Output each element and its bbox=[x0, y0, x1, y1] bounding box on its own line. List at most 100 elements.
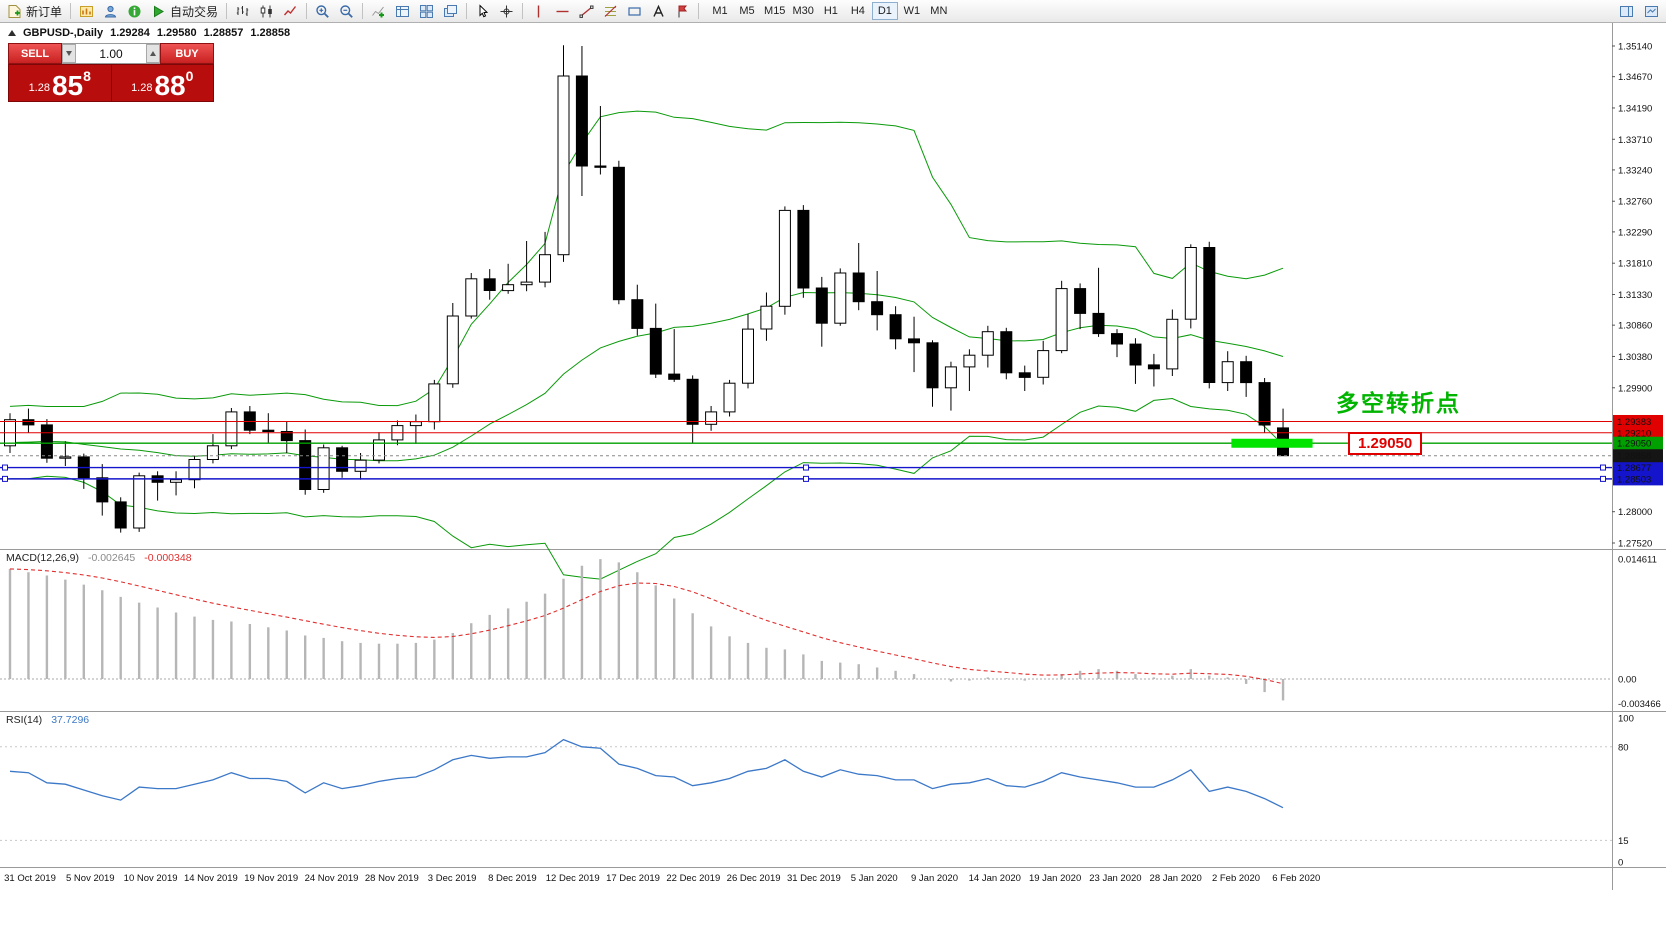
svg-text:1.32290: 1.32290 bbox=[1618, 227, 1652, 238]
timeframe-button-m30[interactable]: M30 bbox=[789, 2, 816, 20]
bid-pip: 8 bbox=[83, 68, 91, 84]
horizontal-line-icon bbox=[556, 10, 569, 12]
triangle-down-icon bbox=[66, 51, 72, 56]
svg-text:1.32760: 1.32760 bbox=[1618, 197, 1652, 208]
volume-up-button[interactable] bbox=[146, 44, 160, 63]
community-button[interactable] bbox=[123, 1, 146, 21]
ask-pip: 0 bbox=[185, 68, 194, 84]
cursor-button[interactable] bbox=[471, 1, 494, 21]
price-axis[interactable]: 1.35140 1.34670 1.34190 1.33710 1.33240 1.327… bbox=[1612, 42, 1652, 550]
svg-text:22 Dec 2019: 22 Dec 2019 bbox=[666, 873, 720, 884]
svg-text:1.29210: 1.29210 bbox=[1617, 428, 1651, 439]
svg-text:1.33240: 1.33240 bbox=[1618, 165, 1652, 176]
svg-text:1.30860: 1.30860 bbox=[1618, 321, 1652, 332]
toolbar-separator bbox=[466, 3, 468, 19]
svg-text:1.31330: 1.31330 bbox=[1618, 290, 1652, 301]
svg-text:1.27520: 1.27520 bbox=[1618, 539, 1652, 550]
svg-text:28 Jan 2020: 28 Jan 2020 bbox=[1150, 873, 1202, 884]
trendline-button[interactable] bbox=[575, 1, 598, 21]
rsi-indicator-label: RSI(14) 37.7296 bbox=[6, 714, 89, 726]
timeframe-button-d1[interactable]: D1 bbox=[871, 2, 898, 20]
date-axis[interactable]: 31 Oct 2019 5 Nov 2019 10 Nov 2019 14 Nov 2… bbox=[4, 873, 1320, 884]
shapes-button[interactable] bbox=[623, 1, 646, 21]
window-arrange-button[interactable] bbox=[1640, 1, 1663, 21]
arrow-label-button[interactable] bbox=[671, 1, 694, 21]
svg-text:14 Nov 2019: 14 Nov 2019 bbox=[184, 873, 238, 884]
macd-signal-value: -0.000348 bbox=[144, 552, 192, 564]
market-watch-icon bbox=[80, 5, 94, 17]
svg-text:28 Nov 2019: 28 Nov 2019 bbox=[365, 873, 419, 884]
ohlc-close: 1.28858 bbox=[250, 27, 291, 39]
buy-button[interactable]: BUY bbox=[160, 43, 214, 64]
trade-panel-toggle-icon[interactable] bbox=[8, 30, 16, 36]
candlestick-chart-button[interactable] bbox=[255, 1, 278, 21]
svg-text:12 Dec 2019: 12 Dec 2019 bbox=[546, 873, 600, 884]
toolbox-toggle-button[interactable] bbox=[1615, 1, 1638, 21]
toolbar-separator bbox=[70, 3, 72, 19]
svg-text:8 Dec 2019: 8 Dec 2019 bbox=[488, 873, 537, 884]
fibonacci-button[interactable] bbox=[599, 1, 622, 21]
timeframe-button-mn[interactable]: MN bbox=[926, 2, 952, 20]
svg-text:1.29900: 1.29900 bbox=[1618, 383, 1652, 394]
svg-text:1.35140: 1.35140 bbox=[1618, 42, 1652, 53]
timeframe-button-m15[interactable]: M15 bbox=[761, 2, 788, 20]
cascade-windows-button[interactable] bbox=[439, 1, 462, 21]
symbol-name: GBPUSD-,Daily bbox=[23, 27, 104, 39]
market-watch-button[interactable] bbox=[75, 1, 98, 21]
horizontal-line-button[interactable] bbox=[551, 1, 574, 21]
ohlc-open: 1.29284 bbox=[110, 27, 150, 39]
ask-prefix: 1.28 bbox=[131, 82, 153, 94]
toolbar-separator bbox=[362, 3, 364, 19]
ask-price[interactable]: 1.28 88 0 bbox=[112, 65, 214, 101]
tile-windows-button[interactable] bbox=[415, 1, 438, 21]
timeframe-button-m5[interactable]: M5 bbox=[734, 2, 760, 20]
bar-chart-icon bbox=[236, 5, 249, 16]
volume-stepper: 1.00 bbox=[62, 43, 160, 64]
profiles-button[interactable] bbox=[99, 1, 122, 21]
timeframe-button-h4[interactable]: H4 bbox=[845, 2, 871, 20]
timeframe-button-h1[interactable]: H1 bbox=[818, 2, 844, 20]
ohlc-high: 1.29580 bbox=[156, 27, 197, 39]
templates-button[interactable] bbox=[391, 1, 414, 21]
new-order-icon bbox=[8, 4, 21, 18]
svg-text:17 Dec 2019: 17 Dec 2019 bbox=[606, 873, 660, 884]
chart-ohlc-line: GBPUSD-,Daily 1.29284 1.29580 1.28857 1.… bbox=[8, 27, 290, 39]
bar-chart-button[interactable] bbox=[231, 1, 254, 21]
bid-ask-display: 1.28 85 8 1.28 88 0 bbox=[8, 64, 214, 102]
crosshair-button[interactable] bbox=[495, 1, 518, 21]
ohlc-low: 1.28857 bbox=[203, 27, 244, 39]
autotrading-label: 自动交易 bbox=[170, 4, 219, 19]
autotrading-button[interactable]: 自动交易 bbox=[147, 1, 222, 21]
svg-text:31 Dec 2019: 31 Dec 2019 bbox=[787, 873, 841, 884]
zoom-out-icon bbox=[340, 4, 353, 18]
svg-text:1.34190: 1.34190 bbox=[1618, 103, 1652, 114]
svg-text:10 Nov 2019: 10 Nov 2019 bbox=[124, 873, 178, 884]
volume-input[interactable]: 1.00 bbox=[99, 46, 123, 61]
zoom-in-button[interactable] bbox=[311, 1, 334, 21]
svg-text:1.29383: 1.29383 bbox=[1617, 417, 1651, 428]
macd-signal-line bbox=[9, 568, 1284, 685]
new-order-button[interactable]: 新订单 bbox=[3, 1, 66, 21]
volume-down-button[interactable] bbox=[62, 44, 76, 63]
text-button[interactable] bbox=[647, 1, 670, 21]
timeframe-button-w1[interactable]: W1 bbox=[899, 2, 925, 20]
svg-text:5 Nov 2019: 5 Nov 2019 bbox=[66, 873, 115, 884]
profile-icon bbox=[104, 5, 117, 17]
svg-text:1.34670: 1.34670 bbox=[1618, 72, 1652, 83]
indicators-button[interactable] bbox=[367, 1, 390, 21]
bid-price[interactable]: 1.28 85 8 bbox=[9, 65, 112, 101]
svg-text:14 Jan 2020: 14 Jan 2020 bbox=[969, 873, 1021, 884]
svg-text:0.00: 0.00 bbox=[1618, 675, 1637, 686]
triangle-up-icon bbox=[150, 51, 156, 56]
line-chart-button[interactable] bbox=[279, 1, 302, 21]
svg-text:5 Jan 2020: 5 Jan 2020 bbox=[851, 873, 898, 884]
vertical-line-button[interactable] bbox=[527, 1, 550, 21]
autotrading-icon bbox=[154, 5, 165, 17]
timeframe-button-m1[interactable]: M1 bbox=[707, 2, 733, 20]
svg-text:6 Feb 2020: 6 Feb 2020 bbox=[1272, 873, 1320, 884]
svg-text:24 Nov 2019: 24 Nov 2019 bbox=[305, 873, 359, 884]
zoom-out-button[interactable] bbox=[335, 1, 358, 21]
price-level-lines[interactable]: 1.293831.292101.290501.286771.285031.288… bbox=[0, 414, 1663, 486]
sell-button[interactable]: SELL bbox=[8, 43, 62, 64]
